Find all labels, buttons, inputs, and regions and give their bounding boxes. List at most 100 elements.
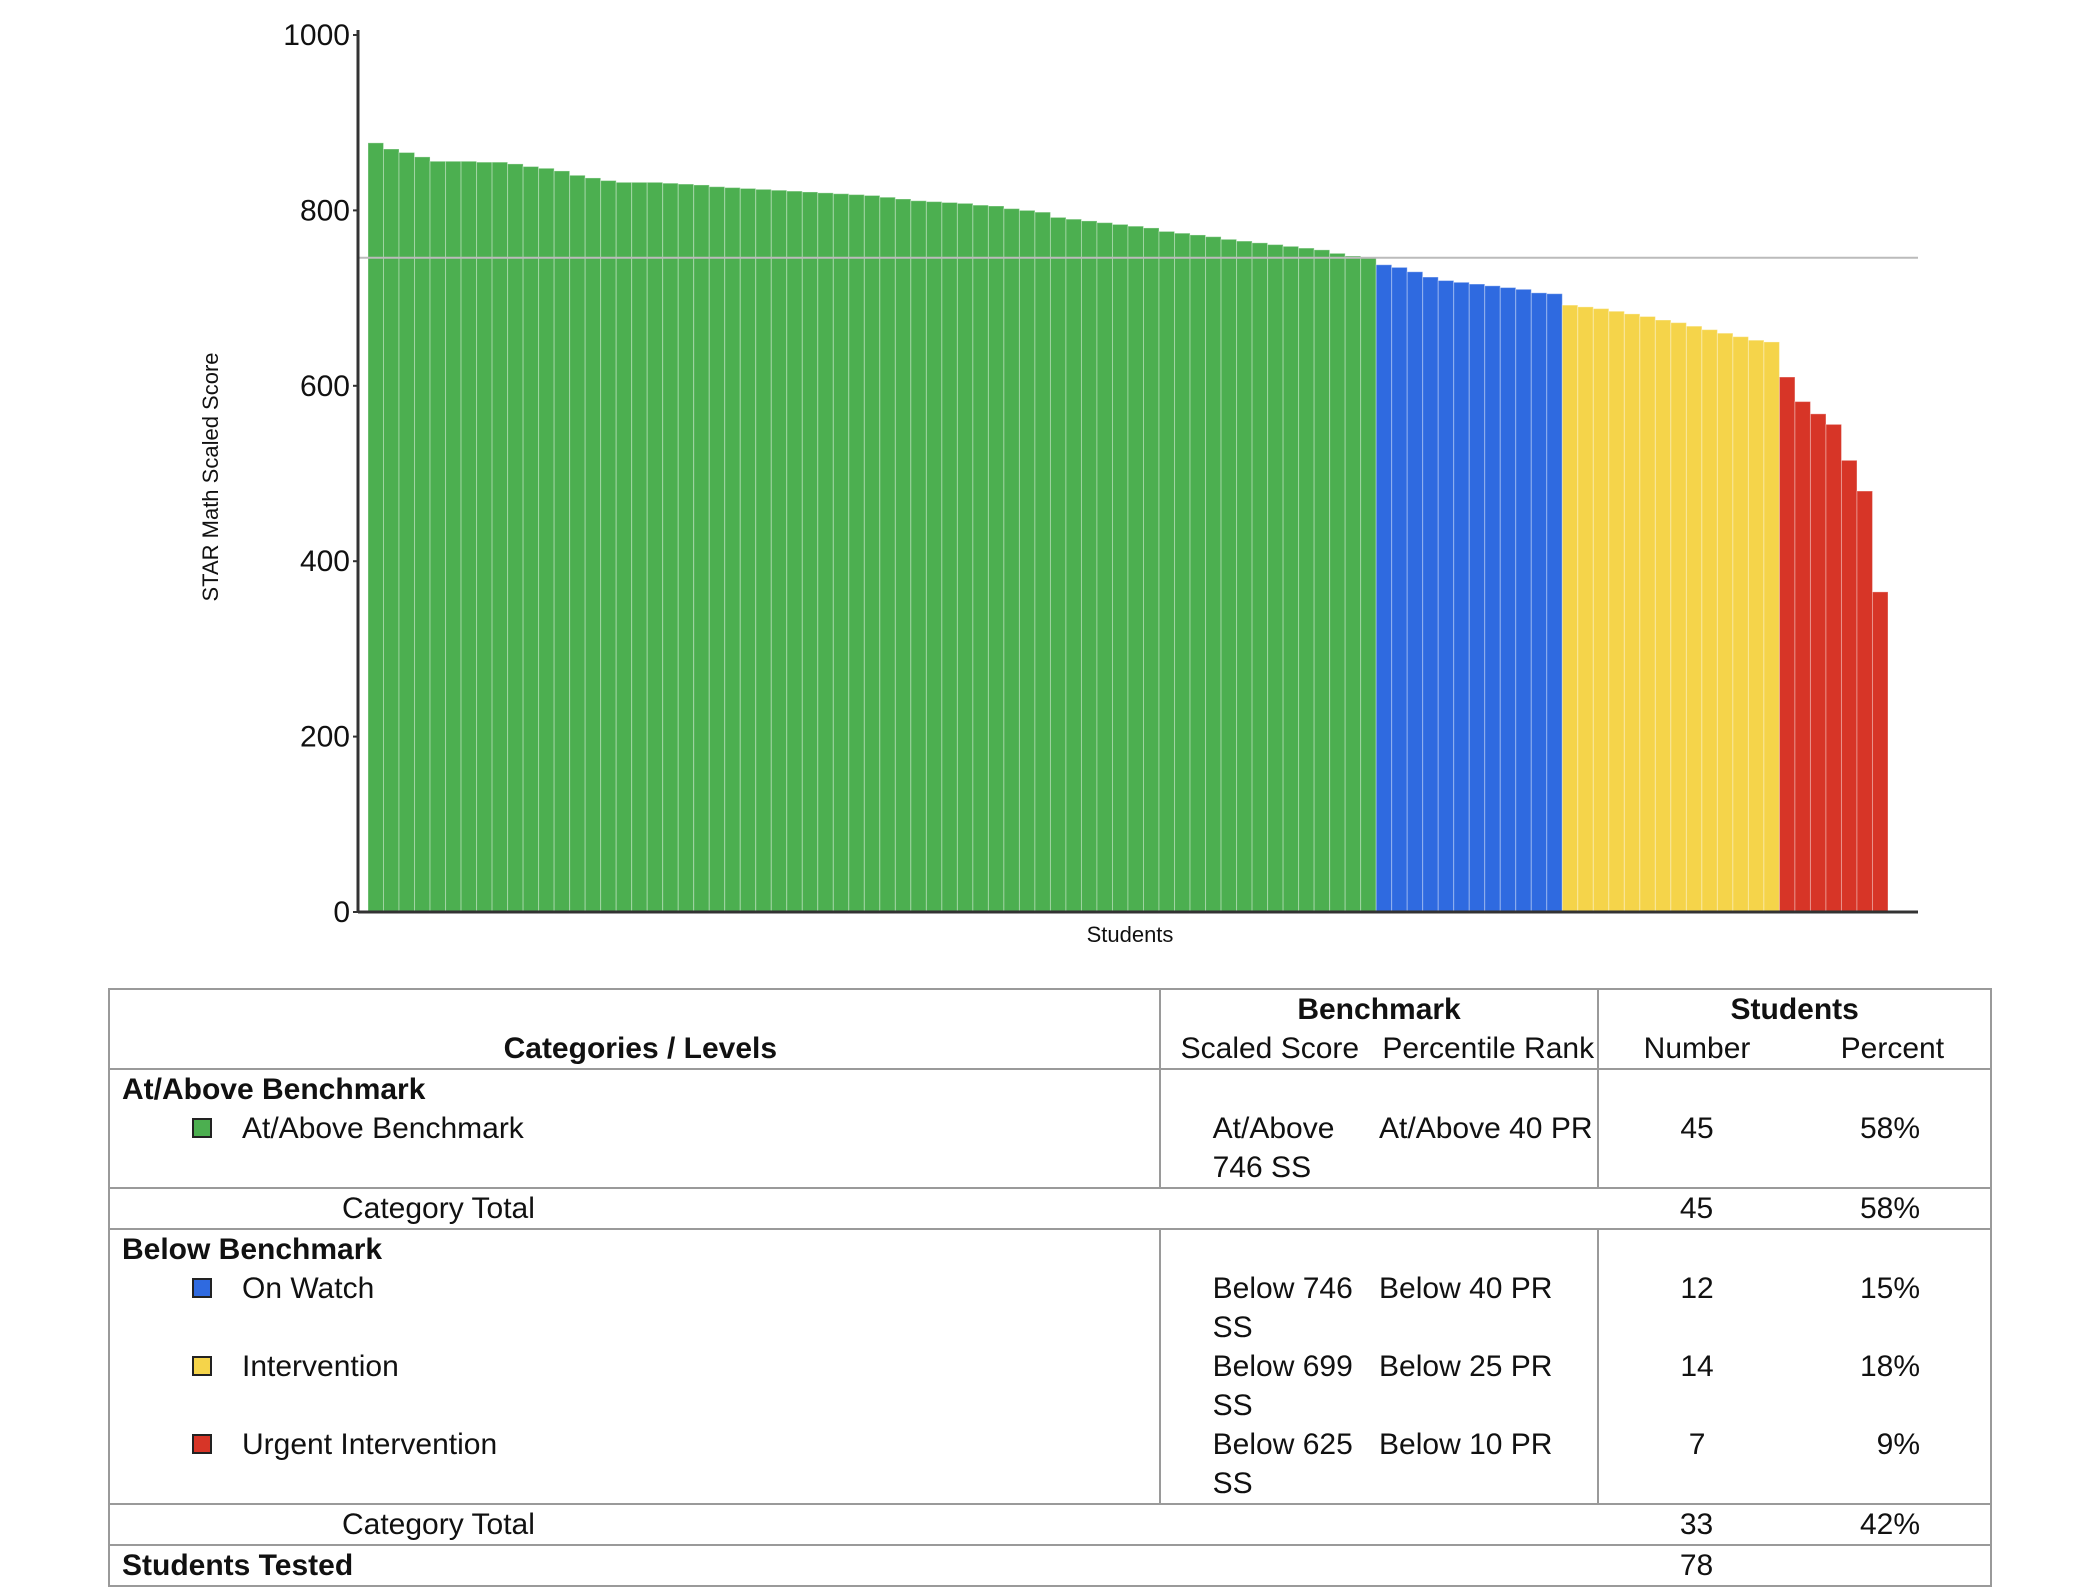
category-total-percent: 58% bbox=[1794, 1188, 1993, 1230]
bar bbox=[1592, 308, 1610, 913]
table-header-row-1: Benchmark Students bbox=[108, 988, 1992, 1029]
bar bbox=[1329, 252, 1346, 913]
header-benchmark: Benchmark bbox=[1158, 988, 1599, 1029]
y-tick-label: 1000 bbox=[283, 19, 350, 52]
students-tested-label: Students Tested bbox=[108, 1545, 1160, 1587]
bar bbox=[739, 187, 757, 913]
bar bbox=[1825, 423, 1842, 913]
bar bbox=[1623, 313, 1641, 913]
row-number: 14 bbox=[1597, 1347, 1795, 1425]
bar bbox=[1360, 257, 1377, 913]
row-scaled-score: Below 699 SS bbox=[1158, 1347, 1380, 1425]
row-label: On Watch bbox=[242, 1272, 375, 1305]
bar bbox=[1018, 209, 1036, 913]
header-percentile-rank: Percentile Rank bbox=[1379, 1029, 1599, 1070]
bar bbox=[1685, 325, 1703, 913]
bar bbox=[1391, 266, 1408, 913]
category-total-row-at-above: Category Total 45 58% bbox=[108, 1188, 1993, 1230]
bar bbox=[1809, 413, 1827, 913]
group-label-at-above: At/Above Benchmark bbox=[108, 1069, 1160, 1109]
bar bbox=[476, 161, 493, 913]
bar bbox=[755, 188, 772, 913]
bar bbox=[1080, 220, 1098, 913]
bar bbox=[1375, 264, 1393, 913]
row-percent: 18% bbox=[1794, 1347, 1993, 1425]
bar bbox=[1127, 225, 1145, 913]
bar bbox=[972, 204, 989, 913]
bar bbox=[383, 148, 400, 913]
bar bbox=[600, 180, 617, 913]
bar bbox=[1577, 306, 1594, 913]
bar bbox=[460, 160, 478, 913]
bar bbox=[414, 156, 431, 913]
bar bbox=[1670, 322, 1687, 913]
bar bbox=[398, 152, 416, 913]
row-label: Urgent Intervention bbox=[242, 1428, 498, 1461]
bar bbox=[1096, 222, 1113, 913]
category-total-row-below: Category Total 33 42% bbox=[108, 1504, 1993, 1546]
row-percentile-rank: At/Above 40 PR bbox=[1379, 1109, 1599, 1189]
bar bbox=[770, 189, 788, 913]
bar bbox=[1530, 292, 1548, 913]
table-row: At/Above Benchmark At/Above 746 SS At/Ab… bbox=[108, 1109, 1993, 1189]
legend-swatch-green bbox=[192, 1118, 212, 1139]
bar bbox=[491, 161, 509, 913]
bar bbox=[1189, 234, 1207, 913]
score-bar-chart: 0 200 400 600 800 1000 STAR Math Scaled Score… bbox=[198, 19, 1918, 947]
category-total-label: Category Total bbox=[108, 1188, 1160, 1230]
bar bbox=[631, 181, 648, 913]
bar bbox=[1546, 293, 1563, 913]
bar bbox=[1220, 238, 1238, 913]
bar bbox=[1716, 332, 1734, 913]
y-tick-label: 800 bbox=[300, 194, 350, 227]
bar bbox=[941, 202, 958, 913]
legend-swatch-blue bbox=[192, 1278, 212, 1299]
bar bbox=[569, 174, 586, 913]
bar bbox=[1344, 255, 1362, 913]
row-label: At/Above Benchmark bbox=[242, 1112, 524, 1145]
row-percentile-rank: Below 40 PR bbox=[1379, 1272, 1553, 1305]
row-label: Intervention bbox=[242, 1350, 399, 1383]
benchmark-summary-table: Benchmark Students Categories / Levels S… bbox=[108, 988, 1993, 1587]
bar bbox=[615, 181, 633, 913]
bar bbox=[1856, 490, 1873, 913]
students-tested-row: Students Tested 78 bbox=[108, 1545, 1993, 1587]
bar bbox=[1794, 401, 1811, 913]
bar bbox=[662, 182, 679, 913]
legend-swatch-red bbox=[192, 1434, 212, 1455]
bar bbox=[1763, 341, 1780, 913]
bar bbox=[1499, 287, 1517, 913]
bar bbox=[879, 196, 896, 913]
bar bbox=[1608, 310, 1625, 913]
bar bbox=[1561, 304, 1579, 913]
bar bbox=[429, 160, 447, 913]
bar bbox=[863, 194, 881, 913]
bar bbox=[1065, 218, 1082, 913]
bar bbox=[445, 160, 462, 913]
bar bbox=[848, 194, 865, 913]
bar bbox=[538, 167, 555, 913]
bar bbox=[987, 205, 1005, 913]
row-percent: 15% bbox=[1794, 1269, 1993, 1347]
table-header-row-2: Categories / Levels Scaled Score Percent… bbox=[108, 1029, 1993, 1070]
row-scaled-score: At/Above 746 SS bbox=[1158, 1109, 1380, 1189]
bar bbox=[1143, 227, 1160, 913]
bar bbox=[1158, 230, 1176, 913]
category-total-number: 45 bbox=[1598, 1188, 1795, 1230]
bar bbox=[1453, 281, 1470, 913]
x-axis-title: Students bbox=[1087, 922, 1174, 947]
bar bbox=[894, 198, 912, 913]
bar bbox=[1871, 591, 1889, 913]
legend-swatch-yellow bbox=[192, 1356, 212, 1377]
bar bbox=[1174, 232, 1191, 913]
bar bbox=[832, 193, 850, 913]
y-tick-label: 600 bbox=[300, 370, 350, 403]
y-tick-label: 400 bbox=[300, 545, 350, 578]
bar bbox=[910, 200, 927, 913]
table-row: Intervention Below 699 SS Below 25 PR 14… bbox=[108, 1347, 1993, 1425]
header-number: Number bbox=[1597, 1029, 1795, 1070]
y-tick-labels: 0 200 400 600 800 1000 bbox=[283, 19, 358, 929]
bar bbox=[1049, 216, 1067, 913]
y-tick-label: 200 bbox=[300, 721, 350, 754]
bar bbox=[708, 186, 726, 913]
